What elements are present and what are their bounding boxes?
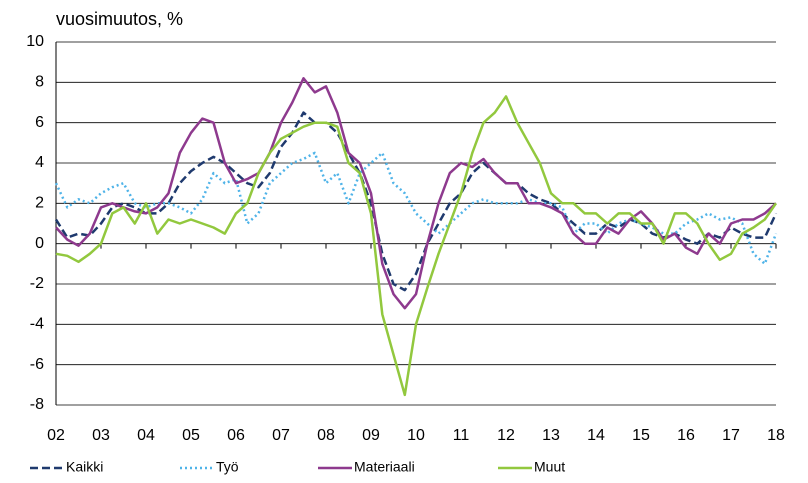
x-tick-label: 05 (182, 427, 200, 444)
x-tick-label: 09 (362, 427, 380, 444)
series-line (54, 111, 778, 292)
y-tick-label: 6 (35, 114, 44, 131)
x-tick-label: 06 (227, 427, 245, 444)
x-tick-label: 18 (767, 427, 785, 444)
y-tick-label: 2 (35, 195, 44, 212)
x-tick-label: 07 (272, 427, 290, 444)
legend-label: Kaikki (66, 459, 103, 475)
legend-label: Materiaali (354, 459, 415, 475)
x-tick-label: 10 (407, 427, 425, 444)
chart-title: vuosimuutos, % (56, 9, 183, 29)
x-tick-label: 16 (677, 427, 695, 444)
x-tick-label: 02 (47, 427, 65, 444)
y-tick-label: 10 (26, 33, 44, 50)
y-tick-label: -4 (30, 316, 44, 333)
x-tick-label: 03 (92, 427, 110, 444)
x-tick-label: 13 (542, 427, 560, 444)
x-tick-label: 14 (587, 427, 605, 444)
x-tick-label: 12 (497, 427, 515, 444)
y-tick-label: 0 (35, 235, 44, 252)
x-tick-label: 04 (137, 427, 155, 444)
legend-label: Työ (216, 459, 239, 475)
x-tick-label: 11 (453, 427, 470, 444)
y-tick-label: 8 (35, 74, 44, 91)
legend-label: Muut (534, 459, 565, 475)
y-tick-label: -2 (30, 275, 44, 292)
x-tick-label: 08 (317, 427, 335, 444)
x-tick-label: 17 (722, 427, 740, 444)
x-tick-label: 15 (632, 427, 650, 444)
y-tick-label: 4 (35, 154, 44, 171)
y-tick-label: -6 (30, 356, 44, 373)
y-tick-label: -8 (30, 396, 44, 413)
series-line (55, 95, 778, 397)
